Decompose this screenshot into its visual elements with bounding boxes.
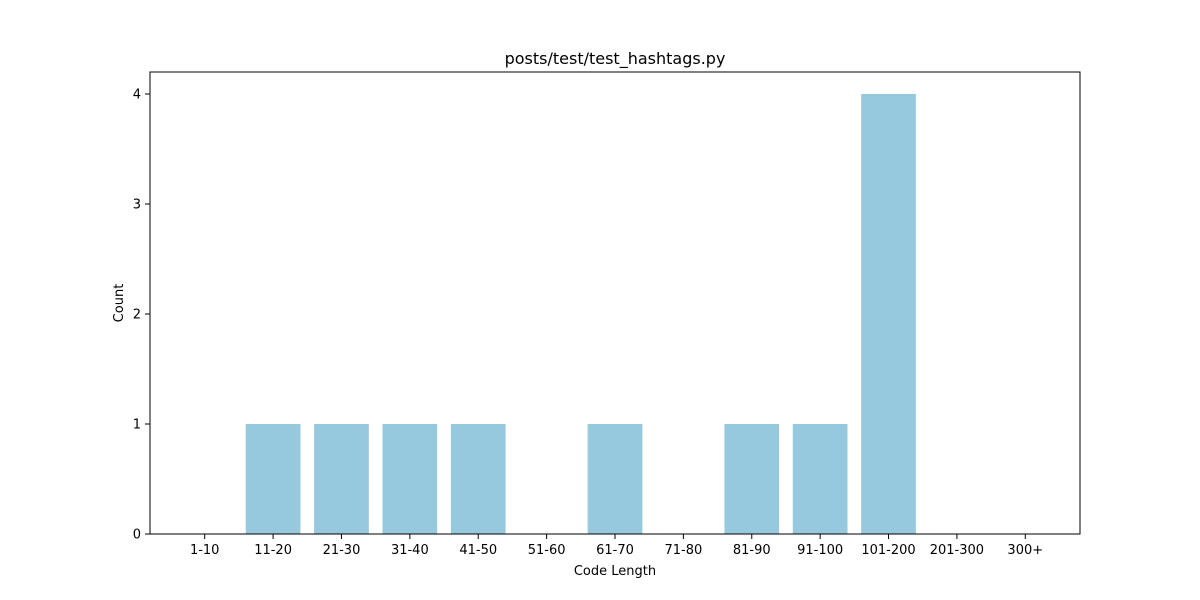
x-tick-label: 61-70 <box>596 543 634 558</box>
x-tick-label: 201-300 <box>930 543 984 558</box>
y-axis-label: Count <box>112 284 127 323</box>
bars-layer <box>245 94 916 534</box>
x-axis-ticks: 1-10 11-20 21-30 31-40 41-50 51-60 61-70 71-80 8… <box>190 534 1043 558</box>
chart-title: posts/test/test_hashtags.py <box>505 49 726 69</box>
x-tick-label: 81-90 <box>733 543 771 558</box>
bar-21-30 <box>314 424 369 534</box>
bar-81-90 <box>724 424 780 534</box>
x-tick-label: 71-80 <box>664 543 702 558</box>
bar-41-50 <box>450 424 506 534</box>
x-tick-label: 300+ <box>1007 543 1043 558</box>
x-tick-label: 51-60 <box>528 543 566 558</box>
x-axis-label: Code Length <box>574 564 656 579</box>
bar-91-100 <box>792 424 848 534</box>
x-tick-label: 11-20 <box>254 543 292 558</box>
bar-61-70 <box>587 424 643 534</box>
x-tick-label: 101-200 <box>861 543 915 558</box>
y-tick-label: 3 <box>133 198 141 213</box>
y-tick-label: 4 <box>133 88 141 103</box>
x-tick-label: 1-10 <box>190 543 220 558</box>
bar-11-20 <box>245 424 301 534</box>
x-tick-label: 21-30 <box>323 543 361 558</box>
x-tick-label: 31-40 <box>391 543 429 558</box>
bar-101-200 <box>861 94 916 534</box>
bar-31-40 <box>382 424 438 534</box>
y-axis-ticks: 0 1 2 3 4 <box>133 88 150 543</box>
y-tick-label: 0 <box>133 528 141 543</box>
x-tick-label: 41-50 <box>459 543 497 558</box>
y-tick-label: 2 <box>133 308 141 323</box>
x-tick-label: 91-100 <box>797 543 843 558</box>
y-tick-label: 1 <box>133 418 141 433</box>
